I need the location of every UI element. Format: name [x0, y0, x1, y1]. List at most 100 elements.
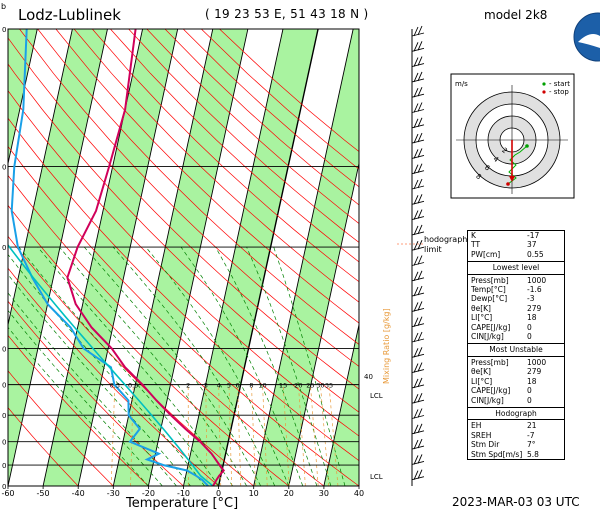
wind-barb-feather [417, 148, 423, 158]
index-key: SREH [471, 430, 492, 440]
mixing-ratio-tick: 10 [258, 382, 266, 390]
mixing-ratio-tick: 30 [316, 382, 324, 390]
wind-barb-feather [413, 271, 419, 281]
index-value: 21 [527, 421, 537, 431]
profiles [8, 29, 225, 486]
wind-barb-feather [417, 255, 423, 265]
index-row: LI[°C] 18 [468, 313, 564, 322]
legend-stop-dot [542, 90, 546, 94]
dry-adiabat-line [8, 145, 359, 486]
model-name: model 2k8 [484, 8, 548, 22]
wind-barb-feather [417, 469, 423, 479]
wind-barb-feather [417, 347, 423, 357]
index-value: -1.6 [527, 285, 542, 295]
wind-barb-feather [417, 209, 423, 219]
index-value: 0 [527, 395, 532, 405]
isotherm-line [253, 29, 354, 486]
storm-motion-arrowhead [509, 176, 515, 182]
mixing-ratio-line [228, 384, 233, 486]
wind-barb-feather [413, 26, 419, 37]
mixing-ratio-line [251, 384, 256, 486]
wind-barb-feather [417, 132, 423, 143]
mixing-ratio-tick: 5 [227, 382, 231, 390]
wind-barb-feather [417, 331, 423, 342]
x-tick-label: 30 [319, 489, 329, 498]
mixing-ratio-tick: 6 [236, 382, 240, 390]
isotherm-line [358, 483, 359, 486]
dry-adiabat-line [8, 90, 359, 437]
legend-start-dot [542, 82, 546, 86]
wind-barb-feather [417, 25, 423, 36]
mixing-ratio-line [310, 384, 319, 486]
most-unstable-header: Most Unstable [468, 343, 564, 357]
wind-barb-feather [417, 240, 423, 250]
dry-adiabat-line [73, 29, 359, 303]
wind-barb-column [397, 25, 425, 486]
index-key: K [471, 231, 476, 240]
dry-adiabat-line [8, 334, 149, 486]
index-key: Press[mb] [471, 275, 509, 285]
mixing-ratio-label: Mixing Ratio [g/kg] [382, 308, 391, 384]
index-value: 7° [527, 440, 536, 450]
index-value: 1000 [527, 275, 547, 285]
wind-barb-feather [413, 241, 419, 251]
wind-barb-feather [413, 256, 419, 266]
isotherm-line [112, 29, 214, 486]
dry-adiabat-line [146, 29, 359, 224]
dry-adiabat-line [8, 117, 359, 462]
index-value: 18 [527, 313, 537, 323]
index-value: -17 [527, 231, 540, 240]
wind-barb-feather [413, 179, 419, 190]
parcel-line [8, 243, 214, 486]
moist-adiabat-line [112, 246, 276, 486]
wind-barb-feather [417, 71, 423, 82]
mixing-ratio-tick: 15 [279, 382, 287, 390]
station-title: Lodz-Lublinek [18, 6, 121, 24]
wind-barb-feather [413, 378, 419, 389]
dry-adiabat-line [8, 174, 325, 486]
wind-barb-feather [413, 394, 419, 404]
x-axis-label: Temperature [°C] [126, 496, 239, 511]
mixing-ratio-line [130, 384, 134, 486]
index-key: Stm Spd[m/s] [471, 449, 523, 459]
wind-barb-feather [413, 133, 419, 144]
index-key: CIN[J/kg] [471, 395, 504, 405]
index-key: CIN[J/kg] [471, 332, 504, 342]
wind-barb-feather [413, 424, 419, 434]
wind-barb-feather [417, 87, 423, 97]
mixing-ratio-tick: 2 [186, 382, 190, 390]
index-row: K -17 [468, 231, 564, 240]
pressure-tick-label: 0 [2, 244, 6, 252]
hodograph-ring-label: 8 [474, 172, 483, 181]
wind-barb-feather [413, 72, 419, 83]
dry-adiabat-line [8, 235, 254, 486]
dry-adiabat-line [92, 29, 359, 283]
index-key: Press[mb] [471, 357, 509, 367]
wind-barb-feather [413, 118, 419, 128]
x-tick-label: 20 [284, 489, 294, 498]
isotherm-line [323, 322, 359, 486]
wind-barb-feather [417, 102, 423, 112]
wind-barb-feather [413, 348, 419, 358]
index-value: 279 [527, 303, 542, 313]
hodograph-ring-label: 4 [491, 155, 500, 164]
index-row: CIN[J/kg] 0 [468, 396, 564, 405]
indices-table: K -17 TT 37 PW[cm] 0.55 Lowest level Press[mb… [467, 230, 565, 460]
hodograph-limit-label: hodograph limit [424, 235, 468, 254]
mixing-ratio-tick-labels: 0.3 0.5 2 3 4 5 6 8 10 15 20 25 30 35 [110, 382, 334, 390]
wind-barb-feather [417, 438, 423, 449]
wind-barb-feather [413, 363, 419, 373]
hodograph-ring-label: 2 [500, 146, 509, 155]
mixing-ratio-tick: 4 [217, 382, 221, 390]
index-value: 0 [527, 386, 532, 396]
moist-adiabat-line [83, 246, 262, 486]
wind-barb-feather [417, 362, 423, 372]
mixing-ratio-tick: 35 [325, 382, 333, 390]
index-value: 5.8 [527, 449, 539, 459]
index-key: Temp[°C] [471, 285, 506, 295]
wind-barb-feather [413, 470, 419, 480]
isotherm-line [8, 29, 108, 486]
dry-adiabat-line [55, 29, 359, 324]
mixing-ratio-tick: 3 [204, 382, 208, 390]
